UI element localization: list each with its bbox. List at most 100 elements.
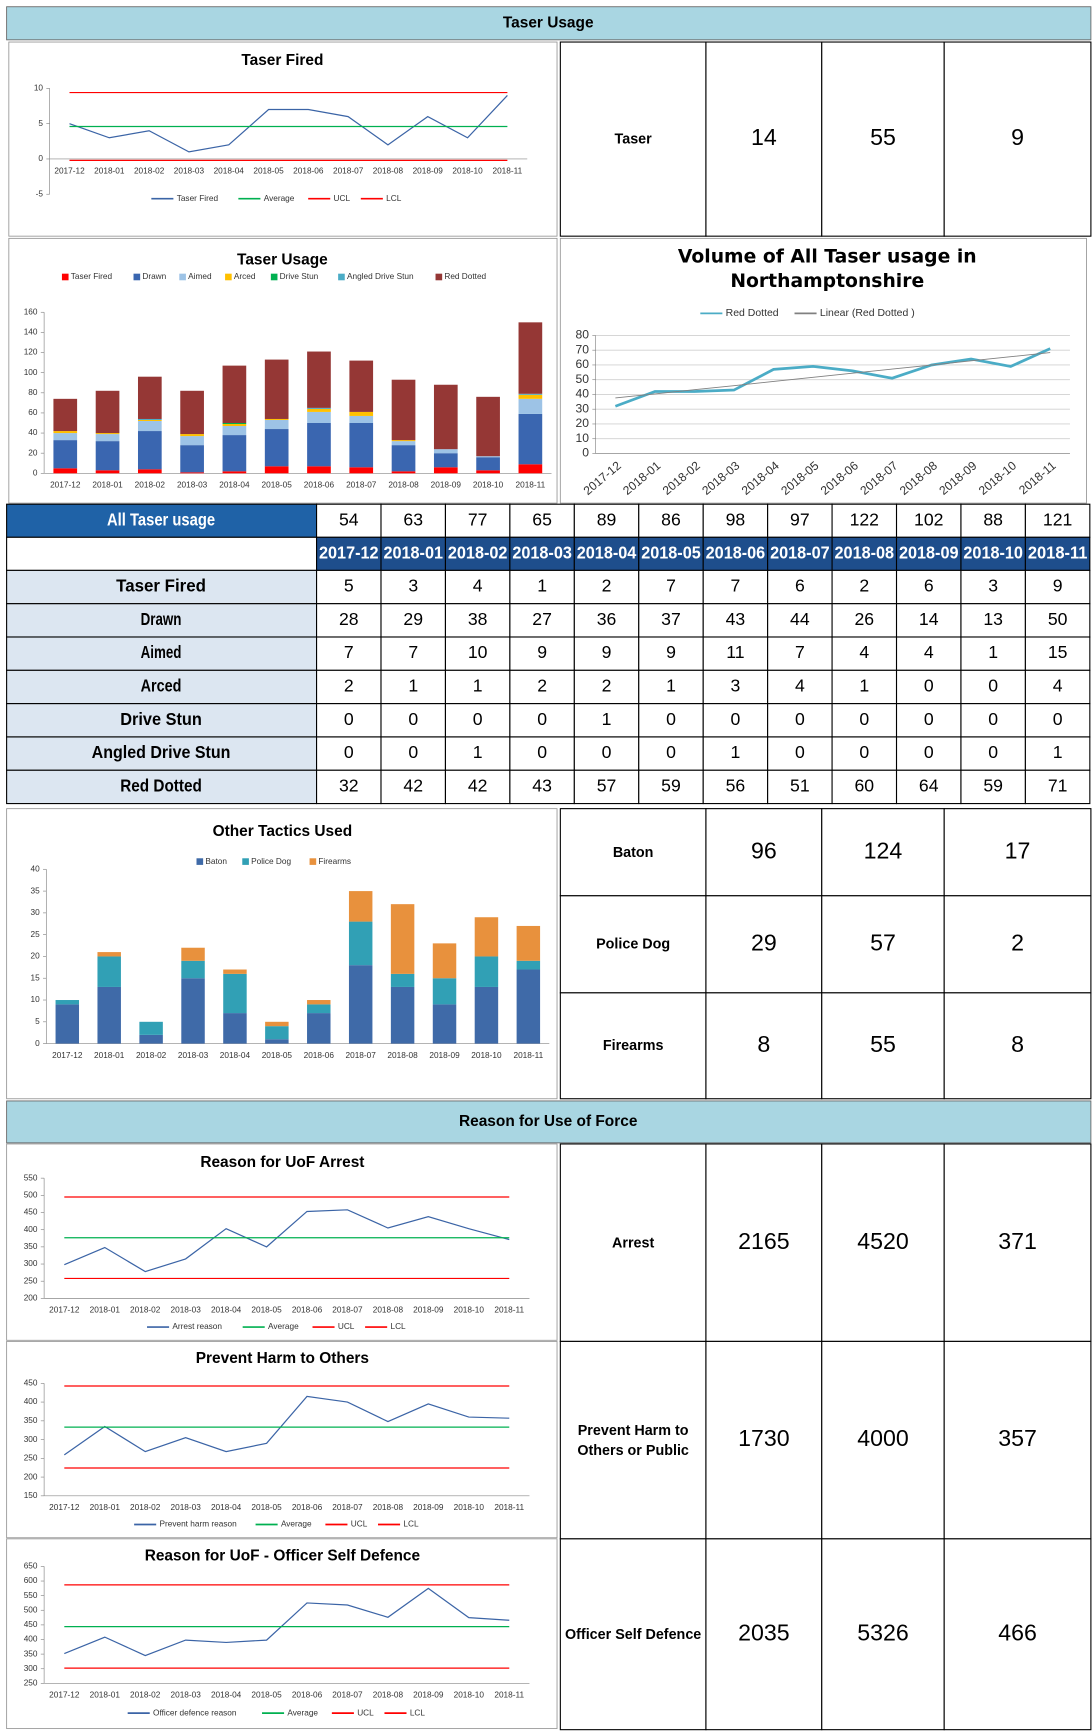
table-header-cell bbox=[895, 536, 962, 571]
table-value: 1 bbox=[731, 742, 741, 762]
x-tick-label: 2018-10 bbox=[454, 1306, 485, 1315]
table-total: 88 bbox=[983, 509, 1003, 529]
bar-segment bbox=[222, 424, 247, 427]
series-line bbox=[64, 1587, 510, 1657]
table-total: 65 bbox=[532, 509, 552, 529]
bar-segment bbox=[391, 471, 416, 474]
x-tick-label: 2018-07 bbox=[332, 1306, 363, 1315]
table-total: 121 bbox=[1043, 509, 1072, 529]
table-cell bbox=[895, 503, 962, 538]
table-cell bbox=[316, 603, 382, 638]
x-tick-label: 2018-06 bbox=[292, 1306, 323, 1315]
table-cell bbox=[702, 503, 769, 538]
legend-label: Taser Fired bbox=[71, 272, 113, 281]
table-header: 2018-02 bbox=[448, 542, 508, 562]
legend-label: UCL bbox=[338, 1322, 355, 1331]
chart-panel bbox=[559, 237, 1087, 504]
legend-swatch bbox=[225, 273, 232, 281]
table-cell bbox=[380, 636, 446, 671]
table-value: 0 bbox=[408, 742, 418, 762]
x-tick-label: 2018-07 bbox=[332, 1503, 363, 1512]
table-cell bbox=[1024, 503, 1091, 538]
x-tick-label: 2018-09 bbox=[413, 1691, 444, 1700]
y-tick-label: 350 bbox=[24, 1242, 38, 1251]
table-cell bbox=[895, 769, 962, 805]
table-cell bbox=[1024, 669, 1091, 705]
y-tick-label: 300 bbox=[24, 1664, 38, 1673]
x-tick-label: 2018-02 bbox=[130, 1306, 161, 1315]
summary-cell bbox=[705, 992, 823, 1100]
table-header-cell bbox=[960, 536, 1026, 571]
bar-segment bbox=[181, 978, 205, 1044]
summary-label-box: Taser bbox=[615, 130, 652, 147]
bar-segment bbox=[348, 965, 373, 1044]
x-tick-label: 2018-05 bbox=[251, 1306, 282, 1315]
summary-value: 1730 bbox=[738, 1425, 790, 1451]
table-total: 97 bbox=[790, 509, 810, 529]
summary-cell bbox=[705, 808, 823, 897]
table-total: 98 bbox=[726, 509, 746, 529]
table-row-label-cell bbox=[6, 569, 318, 605]
summary-value: 2035 bbox=[738, 1619, 790, 1645]
bar-segment bbox=[223, 973, 247, 1014]
summary-label: Officer Self Defence bbox=[564, 1625, 702, 1642]
table-value: 0 bbox=[924, 742, 934, 762]
bar-segment bbox=[55, 1000, 80, 1005]
table-value: 37 bbox=[661, 609, 681, 629]
bar-segment bbox=[264, 429, 289, 467]
bar-segment bbox=[137, 469, 162, 474]
table-header: 2018-03 bbox=[512, 542, 572, 562]
x-tick-label: 2018-01 bbox=[90, 1691, 121, 1700]
bar-segment bbox=[390, 973, 415, 987]
table-value: 14 bbox=[919, 609, 939, 629]
table-value: 0 bbox=[924, 709, 934, 729]
table-cell bbox=[1024, 769, 1091, 805]
bar-segment bbox=[223, 969, 247, 974]
x-tick-label: 2018-03 bbox=[174, 166, 205, 175]
table-value: 1 bbox=[1053, 742, 1063, 762]
table-value: 3 bbox=[408, 576, 418, 596]
x-tick-label: 2018-05 bbox=[251, 1691, 282, 1700]
table-value: 0 bbox=[473, 709, 483, 729]
table-total: 102 bbox=[914, 509, 943, 529]
table-value: 60 bbox=[854, 775, 874, 795]
table-value: 1 bbox=[602, 709, 612, 729]
y-tick-label: 250 bbox=[24, 1679, 38, 1688]
y-tick-label: 550 bbox=[24, 1591, 38, 1600]
bar-segment bbox=[391, 441, 416, 446]
x-tick-label: 2018-01 bbox=[90, 1503, 121, 1512]
bar-segment bbox=[518, 393, 543, 395]
summary-value: 466 bbox=[998, 1619, 1037, 1645]
table-value: 2 bbox=[859, 576, 869, 596]
table-header: 2018-06 bbox=[706, 542, 766, 562]
x-tick-label: 2018-02 bbox=[136, 1051, 167, 1060]
x-tick-label: 2018-02 bbox=[134, 166, 165, 175]
summary-value: 96 bbox=[751, 837, 777, 863]
table-value: 0 bbox=[666, 709, 676, 729]
table-value: 1 bbox=[408, 676, 418, 696]
table-value: 7 bbox=[344, 642, 354, 662]
bar-segment bbox=[348, 921, 373, 966]
bar-segment bbox=[476, 470, 500, 474]
summary-cell bbox=[705, 1143, 823, 1342]
table-value: 6 bbox=[795, 576, 805, 596]
table-value: 26 bbox=[854, 609, 874, 629]
bar-segment bbox=[432, 943, 457, 979]
table-cell bbox=[831, 736, 898, 771]
legend-label: UCL bbox=[334, 194, 351, 203]
bar-segment bbox=[265, 1021, 289, 1027]
summary-cell bbox=[559, 808, 707, 897]
bar-segment bbox=[518, 413, 543, 465]
table-cell bbox=[444, 736, 511, 771]
table-value: 1 bbox=[473, 676, 483, 696]
x-tick-label: 2018-06 bbox=[304, 481, 335, 490]
bar-segment bbox=[53, 433, 78, 441]
y-tick-label: 200 bbox=[24, 1472, 38, 1481]
y-tick-label: 350 bbox=[24, 1649, 38, 1658]
series-line bbox=[63, 1395, 510, 1456]
table-cell bbox=[895, 603, 962, 638]
bar-segment bbox=[222, 435, 247, 472]
table-cell bbox=[444, 636, 511, 671]
x-tick-label: 2018-09 bbox=[429, 1051, 460, 1060]
